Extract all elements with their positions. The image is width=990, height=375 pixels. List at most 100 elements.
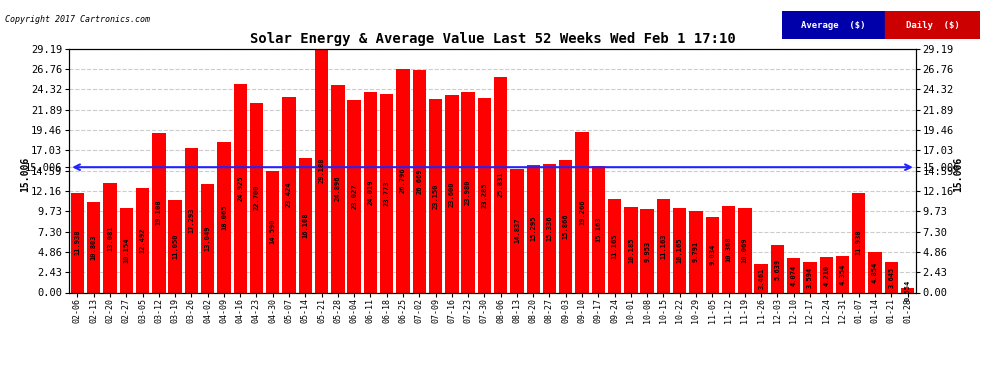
Bar xyxy=(689,211,703,292)
Bar xyxy=(217,142,231,292)
Text: Copyright 2017 Cartronics.com: Copyright 2017 Cartronics.com xyxy=(5,15,149,24)
Bar xyxy=(885,262,898,292)
Bar xyxy=(770,245,784,292)
Text: 23.285: 23.285 xyxy=(481,183,487,208)
Text: 29.188: 29.188 xyxy=(319,158,325,183)
Bar xyxy=(299,158,312,292)
Text: 23.980: 23.980 xyxy=(465,180,471,205)
Bar xyxy=(315,49,329,292)
Text: 23.424: 23.424 xyxy=(286,182,292,207)
Text: 23.150: 23.150 xyxy=(433,183,439,209)
Text: 11.050: 11.050 xyxy=(172,234,178,259)
Bar xyxy=(608,199,622,292)
Text: 11.938: 11.938 xyxy=(74,230,80,255)
Text: 25.831: 25.831 xyxy=(498,172,504,197)
Bar xyxy=(185,148,198,292)
Text: 13.081: 13.081 xyxy=(107,225,113,251)
Bar xyxy=(543,164,556,292)
Bar xyxy=(332,85,345,292)
Text: 0.554: 0.554 xyxy=(905,279,911,301)
Text: 26.669: 26.669 xyxy=(416,168,423,194)
Bar xyxy=(625,207,638,292)
Bar xyxy=(494,77,507,292)
Bar xyxy=(347,100,360,292)
Bar xyxy=(461,92,475,292)
Bar xyxy=(592,166,605,292)
Text: 9.953: 9.953 xyxy=(644,240,650,262)
Text: 11.938: 11.938 xyxy=(855,230,861,255)
Text: 3.645: 3.645 xyxy=(888,267,894,288)
Bar xyxy=(396,69,410,292)
Bar xyxy=(722,206,736,292)
Text: 10.154: 10.154 xyxy=(124,237,130,263)
Text: 24.019: 24.019 xyxy=(367,180,373,205)
Text: 15.866: 15.866 xyxy=(562,213,569,239)
Text: 26.796: 26.796 xyxy=(400,168,406,194)
Text: 3.594: 3.594 xyxy=(807,267,813,288)
Text: 11.163: 11.163 xyxy=(660,233,666,259)
Bar xyxy=(852,193,865,292)
Text: 9.791: 9.791 xyxy=(693,241,699,262)
Bar xyxy=(429,99,443,292)
Bar xyxy=(152,133,165,292)
Text: 9.034: 9.034 xyxy=(709,244,716,266)
Bar xyxy=(168,200,182,292)
Title: Solar Energy & Average Value Last 52 Weeks Wed Feb 1 17:10: Solar Energy & Average Value Last 52 Wee… xyxy=(249,32,736,46)
Bar xyxy=(782,11,885,39)
Bar xyxy=(446,95,458,292)
Text: 23.027: 23.027 xyxy=(351,184,357,209)
Text: 10.069: 10.069 xyxy=(742,238,747,263)
Bar xyxy=(136,188,149,292)
Text: 23.600: 23.600 xyxy=(448,181,454,207)
Bar xyxy=(249,103,263,292)
Text: 4.854: 4.854 xyxy=(872,262,878,283)
Bar xyxy=(282,97,296,292)
Bar xyxy=(754,264,768,292)
Bar xyxy=(70,193,84,292)
Text: 3.461: 3.461 xyxy=(758,267,764,289)
Bar xyxy=(363,92,377,292)
Text: 24.896: 24.896 xyxy=(335,176,341,201)
Bar xyxy=(901,288,915,292)
Bar xyxy=(641,209,653,292)
Text: 19.108: 19.108 xyxy=(155,200,161,225)
Text: 10.803: 10.803 xyxy=(91,235,97,260)
Bar xyxy=(478,98,491,292)
Text: 10.185: 10.185 xyxy=(628,237,634,263)
Bar xyxy=(575,132,589,292)
Text: 11.165: 11.165 xyxy=(612,233,618,259)
Text: 14.837: 14.837 xyxy=(514,218,520,243)
Bar xyxy=(787,258,800,292)
Text: 23.773: 23.773 xyxy=(384,180,390,206)
Bar xyxy=(120,208,133,292)
Bar xyxy=(527,165,540,292)
Bar xyxy=(234,84,247,292)
Text: 13.049: 13.049 xyxy=(205,225,211,251)
Text: 22.700: 22.700 xyxy=(253,185,259,210)
Text: 19.266: 19.266 xyxy=(579,199,585,225)
Text: 15.336: 15.336 xyxy=(546,216,552,241)
Bar xyxy=(673,208,686,292)
Bar xyxy=(510,169,524,292)
Bar xyxy=(706,217,719,292)
Bar xyxy=(559,160,572,292)
Text: 15.163: 15.163 xyxy=(595,216,601,242)
Bar xyxy=(103,183,117,292)
Bar xyxy=(885,11,980,39)
Bar xyxy=(201,183,215,292)
Text: 15.006: 15.006 xyxy=(20,157,30,192)
Text: 14.590: 14.590 xyxy=(269,219,276,245)
Text: 18.065: 18.065 xyxy=(221,204,227,230)
Bar xyxy=(656,199,670,292)
Bar xyxy=(413,70,426,292)
Bar xyxy=(836,256,849,292)
Bar xyxy=(820,257,833,292)
Text: 4.210: 4.210 xyxy=(824,264,830,285)
Text: 15.295: 15.295 xyxy=(531,216,537,242)
Text: 12.492: 12.492 xyxy=(140,228,146,253)
Text: 5.639: 5.639 xyxy=(774,258,780,280)
Text: 16.108: 16.108 xyxy=(302,213,308,238)
Text: Daily  ($): Daily ($) xyxy=(906,21,959,30)
Bar xyxy=(868,252,882,292)
Bar xyxy=(380,94,393,292)
